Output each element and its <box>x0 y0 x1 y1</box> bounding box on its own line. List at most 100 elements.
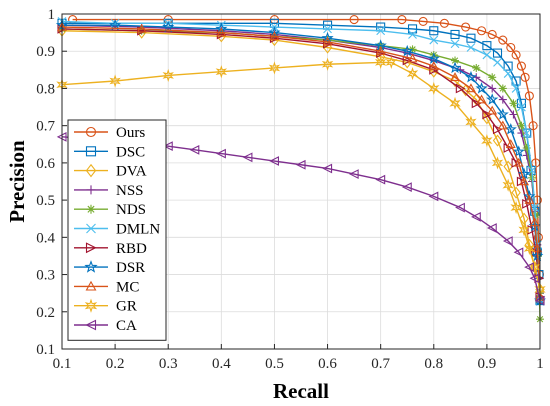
legend-entry: Ours <box>74 125 145 141</box>
data-point-marker <box>488 73 497 82</box>
data-point-marker <box>84 298 98 313</box>
legend-label: CA <box>116 318 137 334</box>
data-point-marker <box>406 66 419 81</box>
data-point-marker <box>85 242 97 254</box>
data-point-marker <box>85 126 97 138</box>
data-point-marker <box>407 53 418 63</box>
data-point-marker <box>511 84 521 93</box>
data-point-marker <box>374 55 387 69</box>
data-point-marker <box>528 121 538 131</box>
x-tick-label: 0.7 <box>371 356 390 372</box>
x-tick-label: 0.8 <box>424 356 443 372</box>
axis-ticks: 0.1 0.2 0.3 0.4 0.5 0.6 0.7 0.8 0.9 1 0.1 0.2 0.3 0.4… <box>36 7 544 372</box>
data-point-marker <box>269 156 279 166</box>
x-tick-label: 0.5 <box>265 356 284 372</box>
data-point-marker <box>427 52 440 64</box>
legend-label: GR <box>116 299 137 315</box>
data-point-marker <box>506 42 516 53</box>
series-dmln <box>57 17 545 305</box>
legend-entry: RBD <box>74 241 147 257</box>
data-point-marker <box>497 120 508 130</box>
series-ca <box>56 131 545 306</box>
data-point-marker <box>519 176 530 186</box>
legend-entry: GR <box>74 298 137 315</box>
data-point-marker <box>162 141 173 152</box>
data-point-marker <box>486 93 499 105</box>
series-line <box>61 61 541 290</box>
data-point-marker <box>375 46 386 55</box>
data-point-marker <box>397 15 407 25</box>
data-point-marker <box>509 99 518 108</box>
data-point-marker <box>465 115 477 129</box>
data-point-marker <box>322 163 333 174</box>
data-point-marker <box>491 156 504 170</box>
legend-label: DSC <box>116 144 145 160</box>
series-gr <box>56 55 546 297</box>
y-tick-label: 0.8 <box>36 81 55 97</box>
data-point-marker <box>385 55 397 69</box>
y-tick-label: 1 <box>48 7 56 23</box>
y-tick-label: 0.9 <box>36 44 55 60</box>
data-point-marker <box>517 129 526 138</box>
data-point-marker <box>322 41 333 54</box>
data-point-marker <box>466 43 476 52</box>
legend-entry: DMLN <box>74 222 160 238</box>
data-point-marker <box>268 61 281 75</box>
y-tick-label: 0.2 <box>36 305 55 321</box>
data-point-marker <box>464 70 478 83</box>
data-point-marker <box>215 22 228 35</box>
data-point-marker <box>85 280 97 291</box>
data-point-marker <box>513 247 524 258</box>
data-point-marker <box>486 223 497 233</box>
data-point-marker <box>522 144 531 152</box>
data-point-marker <box>162 68 174 82</box>
data-point-marker <box>509 110 518 119</box>
legend-entry: MC <box>74 279 139 295</box>
data-point-marker <box>429 26 439 36</box>
data-point-marker <box>428 81 440 96</box>
x-tick-label: 0.1 <box>53 356 72 372</box>
data-point-marker <box>517 102 526 112</box>
data-point-marker <box>136 23 147 33</box>
y-tick-label: 0.4 <box>36 230 55 246</box>
data-point-marker <box>529 217 540 227</box>
data-point-marker <box>471 211 481 222</box>
y-axis-label: Precision <box>5 140 29 223</box>
data-point-marker <box>527 165 537 175</box>
data-point-marker <box>516 61 526 71</box>
series-line <box>61 136 541 301</box>
data-point-marker <box>482 112 492 125</box>
data-point-marker <box>510 200 522 215</box>
data-point-marker <box>216 148 226 159</box>
y-tick-label: 0.1 <box>36 342 55 358</box>
data-point-marker <box>472 63 481 72</box>
legend-entry: DSR <box>74 260 145 276</box>
data-point-marker <box>439 18 449 28</box>
data-point-marker <box>517 121 526 130</box>
data-point-marker <box>488 84 497 93</box>
data-point-marker <box>450 39 460 49</box>
legend: Ours DSC DVA NSS NDS DMLN RBD DSR MC GR CA <box>67 119 167 341</box>
data-point-marker <box>84 260 98 273</box>
data-point-marker <box>375 174 386 185</box>
data-point-marker <box>268 26 281 38</box>
x-tick-label: 0.4 <box>212 356 231 372</box>
data-point-marker <box>408 30 417 39</box>
legend-label: NSS <box>116 183 144 199</box>
data-point-marker <box>86 223 96 234</box>
data-point-marker <box>466 83 476 93</box>
data-point-marker <box>487 29 497 40</box>
data-point-marker <box>110 18 120 28</box>
data-point-marker <box>295 159 306 170</box>
data-point-marker <box>492 124 503 135</box>
data-point-marker <box>518 223 530 237</box>
data-point-marker <box>511 186 521 199</box>
data-point-marker <box>86 204 96 214</box>
series-line <box>62 24 541 301</box>
data-point-marker <box>533 232 543 242</box>
data-point-marker <box>503 61 513 71</box>
data-point-marker <box>86 185 96 195</box>
data-point-marker <box>109 74 121 88</box>
data-point-marker <box>269 31 280 41</box>
